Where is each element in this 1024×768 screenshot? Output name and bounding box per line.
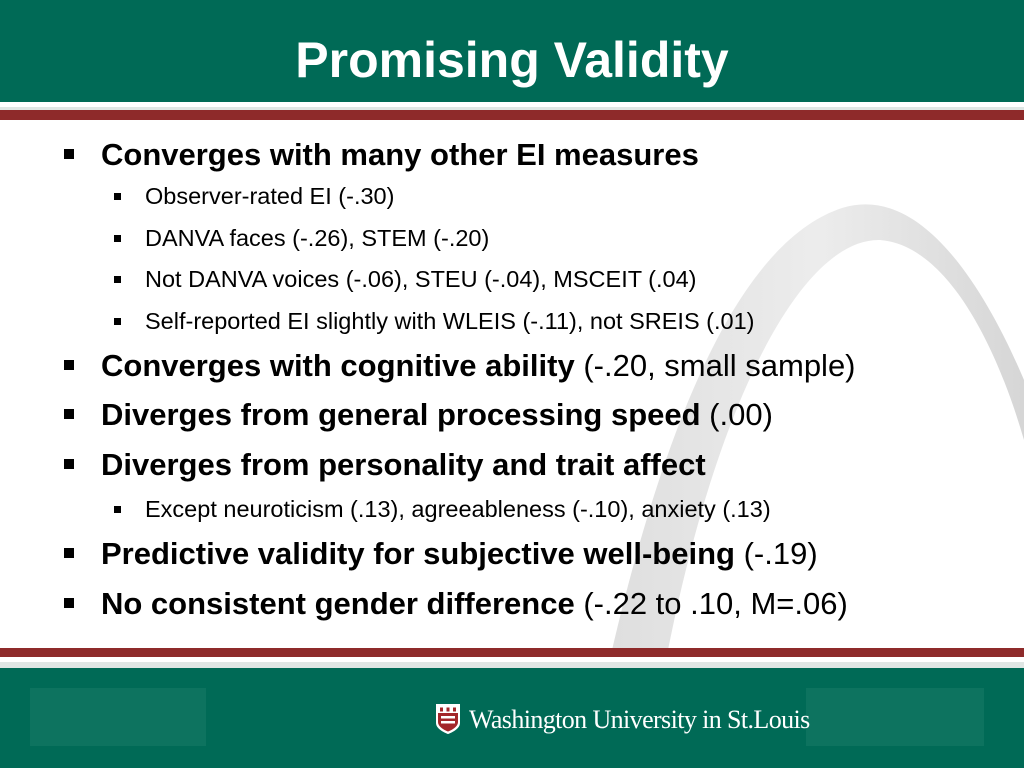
square-bullet-icon bbox=[64, 360, 74, 370]
sub-bullet-text: Except neuroticism (.13), agreeableness … bbox=[145, 496, 771, 522]
square-bullet-icon bbox=[64, 409, 74, 419]
footer-divider-red bbox=[0, 648, 1024, 657]
square-bullet-icon bbox=[114, 235, 121, 242]
header-divider-red bbox=[0, 110, 1024, 120]
square-bullet-icon bbox=[64, 459, 74, 469]
header-bar bbox=[0, 0, 1024, 102]
square-bullet-icon bbox=[64, 598, 74, 608]
square-bullet-icon bbox=[64, 149, 74, 159]
square-bullet-icon bbox=[64, 548, 74, 558]
bullet-bold-text: Converges with cognitive ability bbox=[101, 348, 575, 383]
footer-divider-gray bbox=[0, 662, 1024, 668]
bullet-bold-text: Diverges from personality and trait affe… bbox=[101, 447, 706, 482]
sub-bullet-text: Self-reported EI slightly with WLEIS (-.… bbox=[145, 308, 755, 334]
university-seal-icon bbox=[436, 704, 460, 734]
bullet-bold-text: Predictive validity for subjective well-… bbox=[101, 536, 735, 571]
bullet-text: (.00) bbox=[700, 397, 773, 432]
square-bullet-icon bbox=[114, 193, 121, 200]
bullet-text: (-.19) bbox=[734, 536, 818, 571]
footer-panel-right bbox=[806, 688, 984, 746]
header-divider-white bbox=[0, 102, 1024, 107]
bullet-bold-text: Converges with many other EI measures bbox=[101, 137, 699, 172]
sub-bullet-text: Not DANVA voices (-.06), STEU (-.04), MS… bbox=[145, 266, 697, 292]
square-bullet-icon bbox=[114, 506, 121, 513]
square-bullet-icon bbox=[114, 276, 121, 283]
footer-divider-white bbox=[0, 657, 1024, 662]
bullet-text: (-.20, small sample) bbox=[574, 348, 856, 383]
header-divider-gray bbox=[0, 107, 1024, 110]
bullet-text: (-.22 to .10, M=.06) bbox=[574, 586, 848, 621]
sub-bullet-text: Observer-rated EI (-.30) bbox=[145, 183, 395, 209]
bullet-bold-text: Diverges from general processing speed bbox=[101, 397, 701, 432]
square-bullet-icon bbox=[114, 318, 121, 325]
footer-panel-left bbox=[30, 688, 206, 746]
sub-bullet-text: DANVA faces (-.26), STEM (-.20) bbox=[145, 225, 490, 251]
university-name: Washington University in St.Louis bbox=[469, 705, 810, 734]
slide-title: Promising Validity bbox=[295, 32, 729, 88]
bullet-bold-text: No consistent gender difference bbox=[101, 586, 575, 621]
